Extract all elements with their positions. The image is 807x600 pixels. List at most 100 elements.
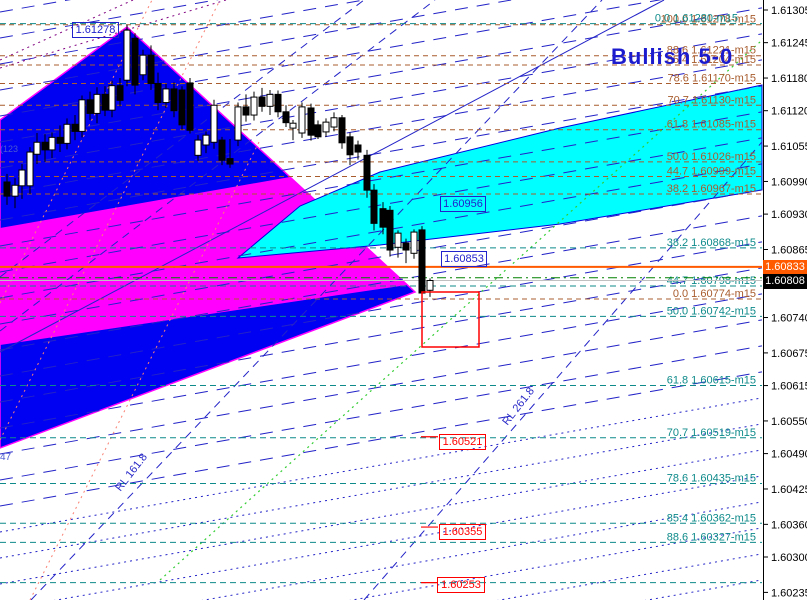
trend-fan-line-dashed xyxy=(0,241,763,377)
candlestick xyxy=(210,99,218,149)
target-marker-box-1[interactable]: 1.60521 xyxy=(439,434,486,450)
axis-tick-label: 1.60550 xyxy=(771,416,807,428)
axis-tick-label: 1.60360 xyxy=(771,519,807,531)
axis-tick-label: 1.60990 xyxy=(771,176,807,188)
trend-fan-line-dotted xyxy=(0,423,763,559)
candlestick xyxy=(426,278,434,297)
fib-brown-label: 61.8 1.61085-m15 xyxy=(667,119,756,131)
candlestick xyxy=(101,86,109,117)
candlestick xyxy=(250,91,258,121)
candlestick xyxy=(394,230,402,258)
candlestick xyxy=(11,178,19,209)
candlestick xyxy=(234,102,242,147)
trend-fan-line-dashed xyxy=(0,33,763,169)
axis-tick-label: 1.60930 xyxy=(771,209,807,221)
axis-tick-label: 1.60490 xyxy=(771,449,807,461)
candlestick xyxy=(274,90,282,118)
candlestick xyxy=(48,132,56,159)
fib-teal-label: 38.2 1.60868-m15 xyxy=(667,237,756,249)
candlestick xyxy=(307,103,315,141)
axis-tick-label: 1.61055 xyxy=(771,141,807,153)
axis-tick-label: 1.61180 xyxy=(771,73,807,85)
axis-tick-label: 1.60740 xyxy=(771,313,807,325)
trend-fan-line-dashed xyxy=(0,0,72,13)
candlestick xyxy=(354,140,362,160)
trend-fan-line-dashed xyxy=(0,7,763,143)
candlestick xyxy=(108,80,116,118)
candlestick xyxy=(202,131,210,154)
red-target-rectangle[interactable] xyxy=(421,291,480,348)
axis-tick-label: 1.60615 xyxy=(771,381,807,393)
candlestick xyxy=(363,149,371,198)
fib-teal-label: 0.0 1.61280-m15 xyxy=(655,13,738,25)
trend-fan-line-dashed xyxy=(0,163,763,299)
steep-reaction-line[interactable] xyxy=(0,0,365,278)
y-axis[interactable]: 1.61305 1.61245 1.61180 1.61120 1.61055 1.609… xyxy=(763,0,807,600)
candlestick xyxy=(33,133,41,165)
trend-fan-line-dashed xyxy=(0,85,763,221)
candlestick xyxy=(298,102,306,138)
target-marker-box-2[interactable]: 1.60355 xyxy=(439,524,486,540)
candlestick xyxy=(3,173,11,205)
fib-brown-label: 88.6 1.61221-m15 xyxy=(667,45,756,57)
fib-brown-label: 0.0 1.60774-m15 xyxy=(673,288,756,300)
trend-fan-line-dashed xyxy=(0,319,763,455)
candlestick xyxy=(194,135,202,161)
left-edge-label-fragment-2: 47 xyxy=(0,452,12,463)
trend-fan-line-dotted xyxy=(0,449,763,585)
candlestick xyxy=(178,86,186,130)
axis-tick-label: 1.61305 xyxy=(771,5,807,17)
candlestick xyxy=(147,45,155,91)
candlestick xyxy=(26,147,34,194)
target-marker-box-3[interactable]: 1.60253 xyxy=(437,577,485,593)
price-marker-box-upper[interactable]: 1.60956 xyxy=(440,196,486,212)
candlestick xyxy=(370,184,378,231)
candlestick xyxy=(186,78,194,134)
price-marker-box-lower[interactable]: 1.60853 xyxy=(441,251,487,267)
pattern-annotation[interactable]: Bullish 5-0 xyxy=(611,44,734,69)
price-marker-box-high[interactable]: 1.61278 xyxy=(72,22,119,38)
trend-fan-line-dashed xyxy=(0,59,763,195)
trend-fan-line-dashed xyxy=(0,0,515,91)
trend-fan-line-dashed xyxy=(0,137,763,273)
axis-tick-label: 1.61120 xyxy=(771,106,807,118)
steep-reaction-line[interactable] xyxy=(0,0,436,332)
candlestick xyxy=(86,91,94,120)
fib-brown-label: 50.0 1.61026-m15 xyxy=(667,151,756,163)
axis-price-box-upper: 1.60833 xyxy=(763,260,807,275)
trend-fan-line-dashed xyxy=(0,371,763,507)
trend-fan-line-dotted xyxy=(349,527,763,600)
trend-fan-line-dotted xyxy=(497,553,763,600)
candlestick xyxy=(402,238,410,264)
candlestick xyxy=(386,205,394,257)
candlestick xyxy=(18,164,26,199)
candlestick xyxy=(162,83,170,108)
candlestick xyxy=(242,94,250,122)
axis-tick-label: 1.61245 xyxy=(771,38,807,50)
candlestick xyxy=(289,119,297,141)
candlestick xyxy=(41,134,49,162)
candlestick xyxy=(330,112,338,132)
fib-teal-label: 88.6 1.60327-m15 xyxy=(667,531,756,543)
candlestick xyxy=(266,90,274,116)
candlestick xyxy=(282,105,290,128)
candlestick xyxy=(410,229,418,259)
trend-fan-line-dashed xyxy=(0,215,763,351)
trend-fan-line-dotted xyxy=(0,397,763,533)
fib-brown-label: 78.6 1.61170-m15 xyxy=(668,72,756,84)
trend-fan-line-dotted xyxy=(201,501,763,600)
fib-teal-label: 50.0 1.60742-m15 xyxy=(667,305,756,317)
steep-reaction-line[interactable] xyxy=(30,0,603,600)
fib-brown-label: 70.7 1.61130-m15 xyxy=(668,94,756,106)
fib-teal-label: 78.6 1.60435-m15 xyxy=(667,473,756,485)
candlestick xyxy=(258,87,266,112)
purple-dotted-trendline xyxy=(0,0,134,61)
salmon-dotted-trendline xyxy=(29,139,261,600)
fib-brown-label: 44.7 1.60999-m15 xyxy=(667,166,756,178)
steep-reaction-line[interactable] xyxy=(0,0,665,353)
trend-fan-line-dotted xyxy=(53,475,763,600)
candlestick xyxy=(154,72,162,111)
